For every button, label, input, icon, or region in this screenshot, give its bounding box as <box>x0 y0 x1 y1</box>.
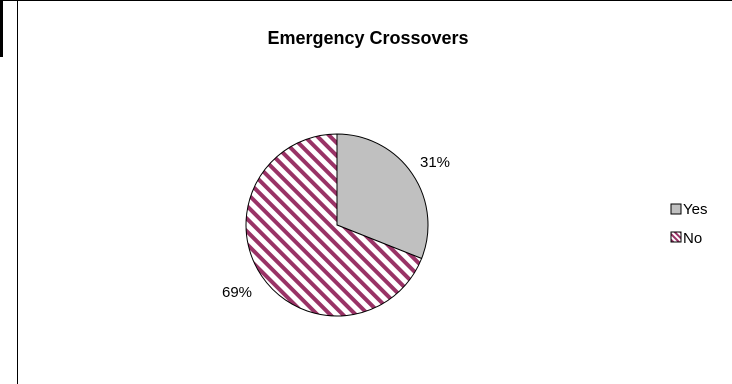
data-label-yes: 31% <box>420 154 450 171</box>
pie-slice-yes <box>336 133 429 260</box>
data-label-no: 69% <box>222 284 252 301</box>
legend: Yes No <box>670 201 707 247</box>
legend-label-no: No <box>683 230 702 247</box>
pie-slices <box>245 133 429 317</box>
pie-slice-no <box>245 133 423 317</box>
legend-swatch-yes <box>670 203 682 215</box>
chart-title: Emergency Crossovers <box>267 28 468 48</box>
frame-top-border <box>0 0 732 1</box>
legend-swatch-no <box>670 231 682 243</box>
plot-area-left-border <box>17 0 18 384</box>
frame-left-marker <box>0 0 3 57</box>
legend-label-yes: Yes <box>683 201 707 218</box>
